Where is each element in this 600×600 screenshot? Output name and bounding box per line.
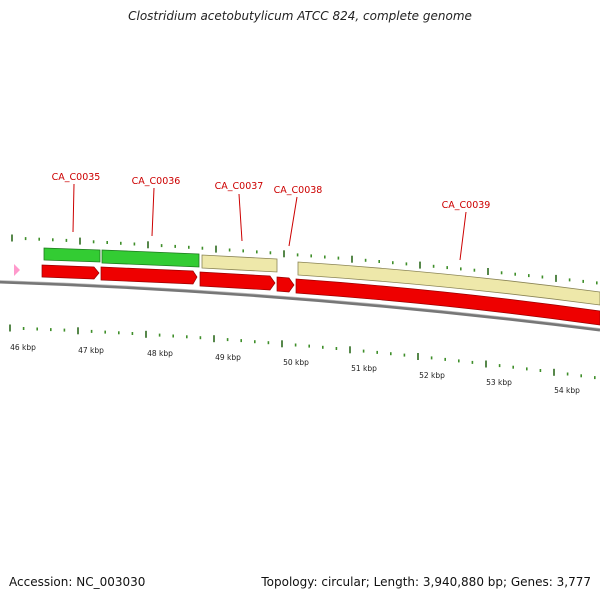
kbp-label-54: 54 kbp [554, 386, 580, 395]
kbp-label-50: 50 kbp [283, 358, 309, 367]
gene-ca-c0036[interactable] [101, 249, 200, 268]
gene-ca-c0039[interactable] [297, 261, 600, 306]
genome-title: Clostridium acetobutylicum ATCC 824, com… [128, 9, 472, 23]
gene-ca-c0035[interactable] [43, 247, 101, 263]
leader-ca-c0038 [288, 196, 298, 247]
inner-tick-marks [9, 324, 596, 380]
kbp-label-49: 49 kbp [215, 353, 241, 362]
cds-ca-c0039[interactable] [295, 278, 600, 326]
leader-ca-c0035 [72, 183, 75, 233]
genome-stats: Topology: circular; Length: 3,940,880 bp… [261, 575, 591, 589]
cds-track [41, 264, 600, 326]
cds-ca-c0035[interactable] [41, 264, 100, 280]
genome-backbone-highlight [0, 280, 600, 329]
gene-label-ca-c0038[interactable]: CA_C0038 [274, 185, 323, 196]
kbp-label-53: 53 kbp [486, 378, 512, 387]
outer-tick-marks [11, 234, 598, 285]
gene-label-ca-c0039[interactable]: CA_C0039 [442, 200, 491, 211]
accession-label: Accession: NC_003030 [9, 575, 146, 589]
cds-ca-c0036[interactable] [100, 266, 198, 285]
gene-track [43, 247, 600, 306]
genome-backbone [0, 280, 600, 332]
gene-label-ca-c0036[interactable]: CA_C0036 [132, 176, 181, 187]
gene-ca-c0037[interactable] [201, 254, 278, 273]
gene-labels: CA_C0035 CA_C0036 CA_C0037 CA_C0038 CA_C… [52, 172, 491, 211]
leader-ca-c0037 [238, 193, 243, 242]
kbp-label-51: 51 kbp [351, 364, 377, 373]
leader-ca-c0039 [459, 211, 467, 261]
gene-label-ca-c0035[interactable]: CA_C0035 [52, 172, 101, 183]
gene-label-ca-c0037[interactable]: CA_C0037 [215, 181, 264, 192]
kbp-label-52: 52 kbp [419, 371, 445, 380]
cds-ca-c0038[interactable] [276, 276, 295, 293]
gene-label-leaders [72, 183, 467, 261]
kbp-label-48: 48 kbp [147, 349, 173, 358]
origin-marker [14, 264, 20, 276]
leader-ca-c0036 [151, 187, 155, 237]
cds-ca-c0037[interactable] [199, 271, 276, 291]
kbp-label-46: 46 kbp [10, 343, 36, 352]
kbp-label-47: 47 kbp [78, 346, 104, 355]
kbp-scale-labels: 46 kbp 47 kbp 48 kbp 49 kbp 50 kbp 51 kb… [10, 343, 580, 395]
